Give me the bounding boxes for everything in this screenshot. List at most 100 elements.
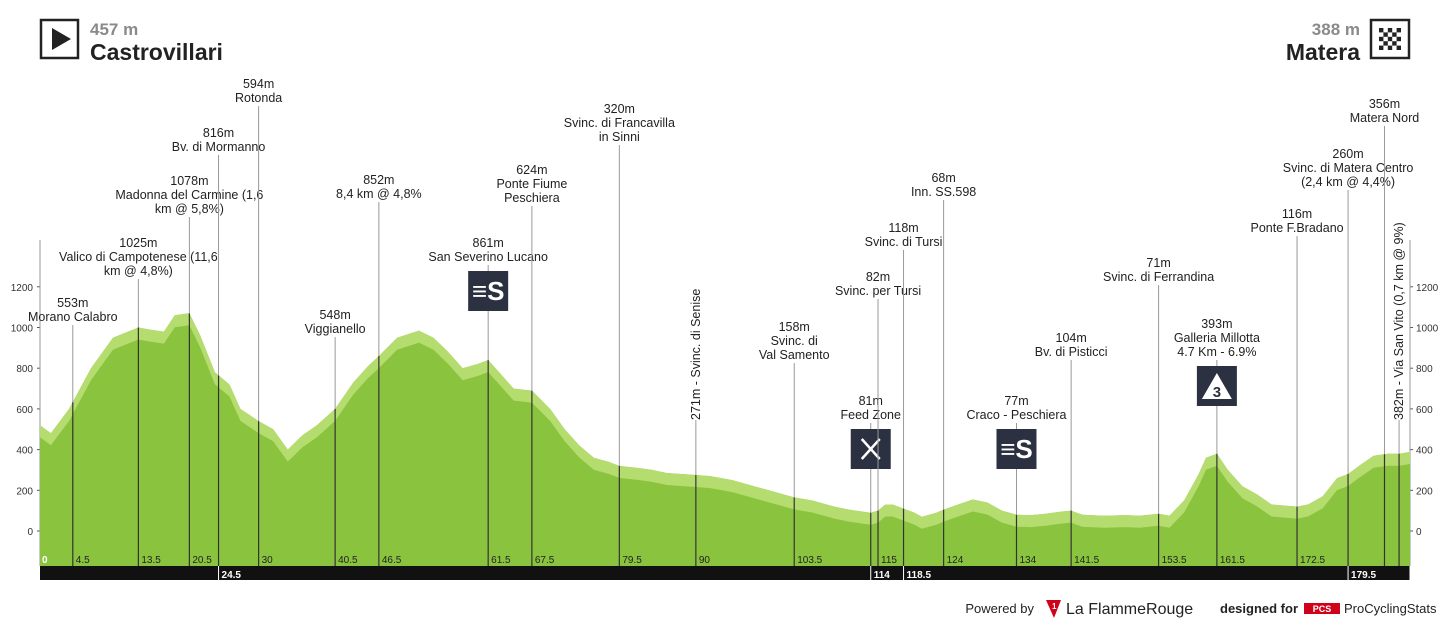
waypoint-label: 104m — [1056, 331, 1087, 345]
y-tick-label-right: 1200 — [1416, 283, 1439, 294]
climb-category-icon — [1201, 373, 1232, 399]
waypoint-label: 594m — [243, 77, 274, 91]
finish-header: 388 m Matera — [1286, 18, 1411, 65]
checker-square — [1392, 32, 1397, 37]
km-tick-label: 153.5 — [1162, 555, 1187, 566]
y-tick-label-left: 600 — [16, 405, 33, 416]
waypoint-label: 382m - Via San Vito (0,7 km @ 9%) — [1392, 222, 1406, 420]
sprint-icon: ≡S — [1000, 434, 1033, 464]
waypoint-label: 8,4 km @ 4,8% — [336, 187, 422, 201]
km-tick-label: 61.5 — [491, 555, 511, 566]
waypoint-label: 81m — [859, 394, 883, 408]
y-tick-label-left: 1000 — [11, 324, 34, 335]
waypoint-label: Svinc. di Tursi — [865, 235, 943, 249]
lafamerouge-icon: 1 — [1046, 600, 1061, 618]
y-tick-label-left: 1200 — [11, 283, 34, 294]
waypoint-label: Peschiera — [504, 191, 560, 205]
waypoint-label: Rotonda — [235, 91, 282, 105]
waypoint-label: 118m — [888, 221, 918, 235]
km-tick-label: 172.5 — [1300, 555, 1325, 566]
start-name: Castrovillari — [90, 39, 223, 65]
waypoint-label: Svinc. di Francavilla — [564, 116, 675, 130]
km-tick-label: 90 — [699, 555, 711, 566]
km-tick-label: 103.5 — [797, 555, 822, 566]
distance-bar-label: 188 — [1413, 570, 1430, 581]
waypoint-label: 68m — [931, 171, 955, 185]
waypoint-label: 82m — [866, 270, 890, 284]
svg-text:1: 1 — [1052, 602, 1057, 611]
checker-square — [1383, 32, 1388, 37]
finish-elevation: 388 m — [1312, 20, 1360, 39]
feed-zone-icon — [860, 438, 881, 460]
waypoint-label: Madonna del Carmine (1,6 — [115, 188, 263, 202]
waypoint-label: 320m — [604, 102, 635, 116]
waypoint-label: 356m — [1369, 97, 1400, 111]
waypoint-label: Svinc. di — [771, 334, 818, 348]
waypoint-label: 393m — [1201, 317, 1232, 331]
distance-bar-label: 24.5 — [222, 570, 242, 581]
waypoint-label: 816m — [203, 126, 234, 140]
checker-square — [1383, 41, 1388, 46]
y-tick-label-right: 600 — [1416, 405, 1433, 416]
distance-bar-label: 114 — [874, 570, 891, 581]
waypoint-label: 158m — [779, 320, 810, 334]
waypoint-label: km @ 4,8%) — [104, 264, 173, 278]
waypoint-label: Craco - Peschiera — [966, 408, 1066, 422]
waypoint-label: Bv. di Mormanno — [172, 140, 266, 154]
waypoint-label: Svinc. per Tursi — [835, 284, 921, 298]
y-tick-label-left: 400 — [16, 446, 33, 457]
start-elevation: 457 m — [90, 20, 138, 39]
checker-square — [1387, 45, 1393, 50]
category-badge — [468, 271, 509, 311]
checker-square — [1387, 36, 1393, 42]
distance-bar — [40, 566, 1410, 580]
checker-square — [1396, 36, 1401, 42]
km-tick-label: 40.5 — [338, 555, 358, 566]
checker-square — [1396, 45, 1401, 50]
pcs-badge-text: PCS — [1313, 604, 1332, 614]
finish-name: Matera — [1286, 39, 1360, 65]
waypoint-label: 77m — [1004, 394, 1028, 408]
waypoint-label: Valico di Campotenese (11,6 — [59, 250, 218, 264]
waypoint-label: 548m — [319, 308, 350, 322]
y-tick-label-left: 200 — [16, 486, 33, 497]
distance-bar-label: 118.5 — [907, 570, 932, 581]
waypoint-label: Morano Calabro — [28, 310, 118, 324]
checker-square — [1379, 45, 1384, 50]
footer: Powered by 1 La FlammeRouge designed for… — [965, 600, 1437, 618]
waypoint-label: San Severino Lucano — [428, 250, 548, 264]
checker-square — [1396, 28, 1401, 33]
waypoint-label: Inn. SS.598 — [911, 185, 976, 199]
waypoint-label: Svinc. di Ferrandina — [1103, 270, 1214, 284]
y-tick-label-right: 1000 — [1416, 324, 1439, 335]
plot-area: 0 0 200 200 400 400 600 600 800 800 1000 1000 1200 12… — [11, 77, 1439, 581]
km-tick-label: 46.5 — [382, 555, 402, 566]
waypoint-label: (2,4 km @ 4,4%) — [1301, 175, 1395, 189]
checker-square — [1387, 28, 1393, 33]
waypoint-label: Val Samento — [759, 348, 830, 362]
waypoint-label: 1025m — [119, 236, 157, 250]
km-tick-label: 4.5 — [76, 555, 90, 566]
waypoint-label: Ponte Fiume — [496, 177, 567, 191]
waypoint-label: 852m — [363, 173, 394, 187]
checker-square — [1392, 41, 1397, 46]
checkered-flag-icon — [1369, 18, 1411, 60]
start-header: 457 m Castrovillari — [39, 18, 223, 65]
y-tick-label-right: 800 — [1416, 364, 1433, 375]
profile-ridge — [40, 313, 1410, 529]
waypoint-label: Svinc. di Matera Centro — [1283, 161, 1414, 175]
waypoint-label: 71m — [1146, 256, 1170, 270]
lafamerouge-brand: La FlammeRouge — [1066, 601, 1193, 618]
waypoint-label: 553m — [57, 296, 88, 310]
powered-by-text: Powered by — [965, 601, 1034, 616]
waypoint-label: Feed Zone — [841, 408, 902, 422]
category-badge — [996, 429, 1037, 469]
y-tick-label-right: 0 — [1416, 527, 1422, 538]
profile-area — [40, 313, 1410, 566]
waypoint-label: 260m — [1332, 147, 1363, 161]
waypoint-label: km @ 5,8%) — [155, 202, 224, 216]
km-tick-label: 115 — [881, 555, 897, 566]
waypoint-label: Ponte F.Bradano — [1250, 221, 1343, 235]
km-tick-label: 67.5 — [535, 555, 555, 566]
